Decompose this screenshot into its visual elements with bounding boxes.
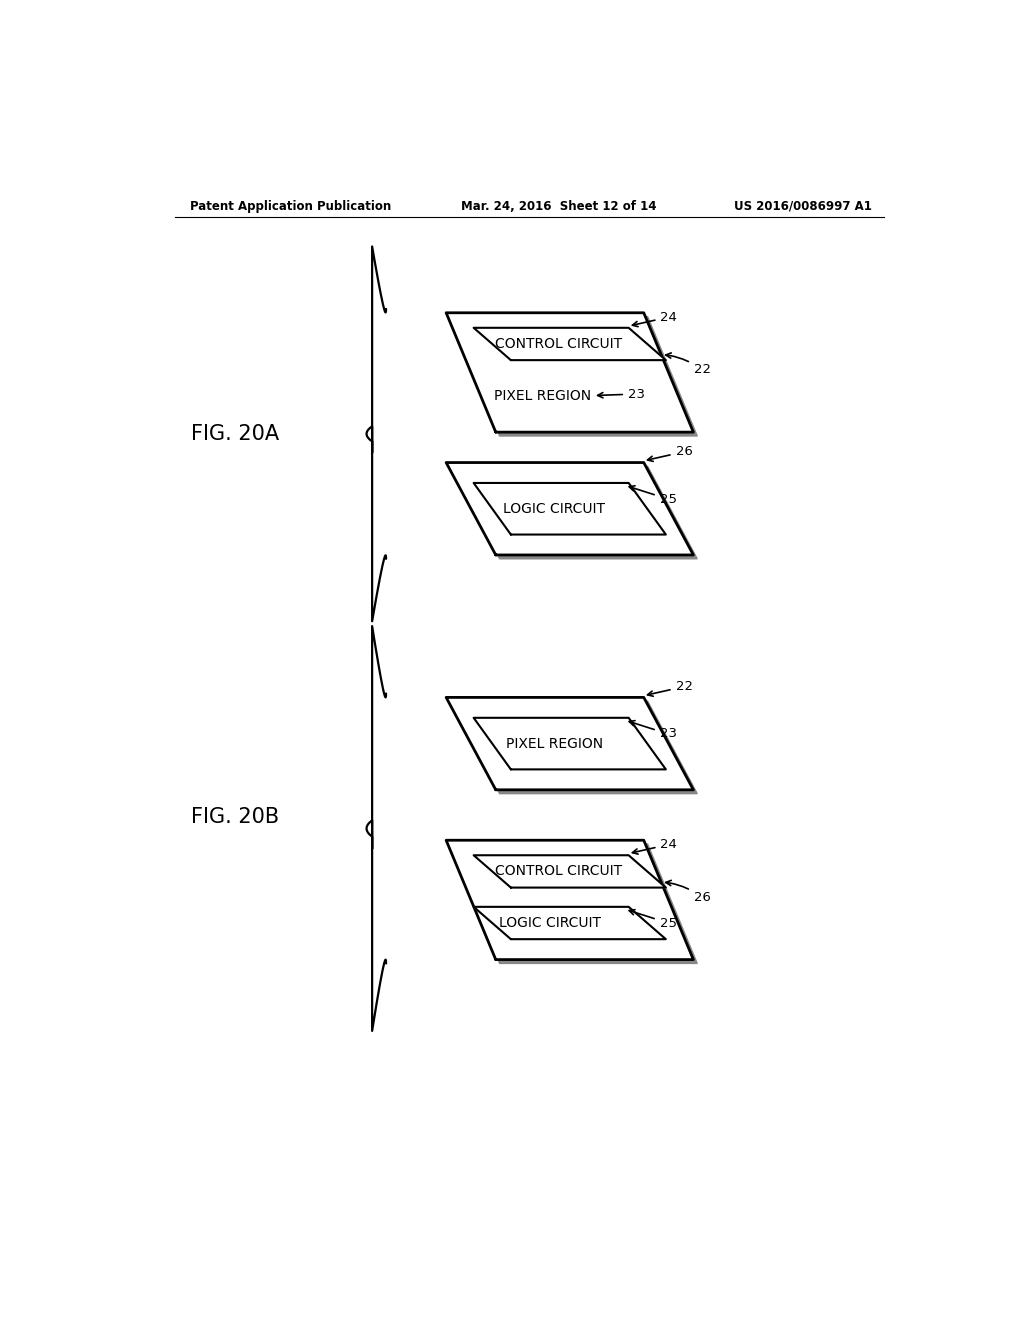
Text: LOGIC CIRCUIT: LOGIC CIRCUIT: [503, 502, 605, 516]
Polygon shape: [450, 843, 697, 964]
Polygon shape: [450, 466, 697, 558]
Polygon shape: [446, 697, 693, 789]
Polygon shape: [446, 841, 693, 960]
Polygon shape: [450, 317, 697, 436]
Text: 24: 24: [633, 310, 677, 326]
Polygon shape: [450, 701, 697, 793]
Text: FIG. 20A: FIG. 20A: [191, 424, 280, 444]
Polygon shape: [474, 718, 666, 770]
Text: 25: 25: [629, 486, 677, 506]
Text: 26: 26: [666, 880, 711, 904]
Polygon shape: [446, 313, 693, 432]
Text: FIG. 20B: FIG. 20B: [191, 807, 280, 826]
Text: CONTROL CIRCUIT: CONTROL CIRCUIT: [495, 337, 622, 351]
Text: 23: 23: [629, 721, 677, 741]
Polygon shape: [474, 855, 666, 887]
Polygon shape: [446, 462, 693, 554]
Text: Patent Application Publication: Patent Application Publication: [190, 199, 391, 213]
Text: 26: 26: [647, 445, 692, 462]
Polygon shape: [474, 327, 666, 360]
Text: 25: 25: [629, 909, 677, 929]
Text: LOGIC CIRCUIT: LOGIC CIRCUIT: [500, 916, 601, 931]
Polygon shape: [474, 907, 666, 940]
Text: 24: 24: [633, 838, 677, 854]
Text: 22: 22: [666, 352, 711, 376]
Text: PIXEL REGION: PIXEL REGION: [494, 388, 591, 403]
Text: 23: 23: [598, 388, 645, 400]
Text: PIXEL REGION: PIXEL REGION: [506, 737, 603, 751]
Text: US 2016/0086997 A1: US 2016/0086997 A1: [734, 199, 872, 213]
Polygon shape: [474, 483, 666, 535]
Text: Mar. 24, 2016  Sheet 12 of 14: Mar. 24, 2016 Sheet 12 of 14: [461, 199, 656, 213]
Text: CONTROL CIRCUIT: CONTROL CIRCUIT: [495, 865, 622, 878]
Text: 22: 22: [647, 680, 692, 696]
